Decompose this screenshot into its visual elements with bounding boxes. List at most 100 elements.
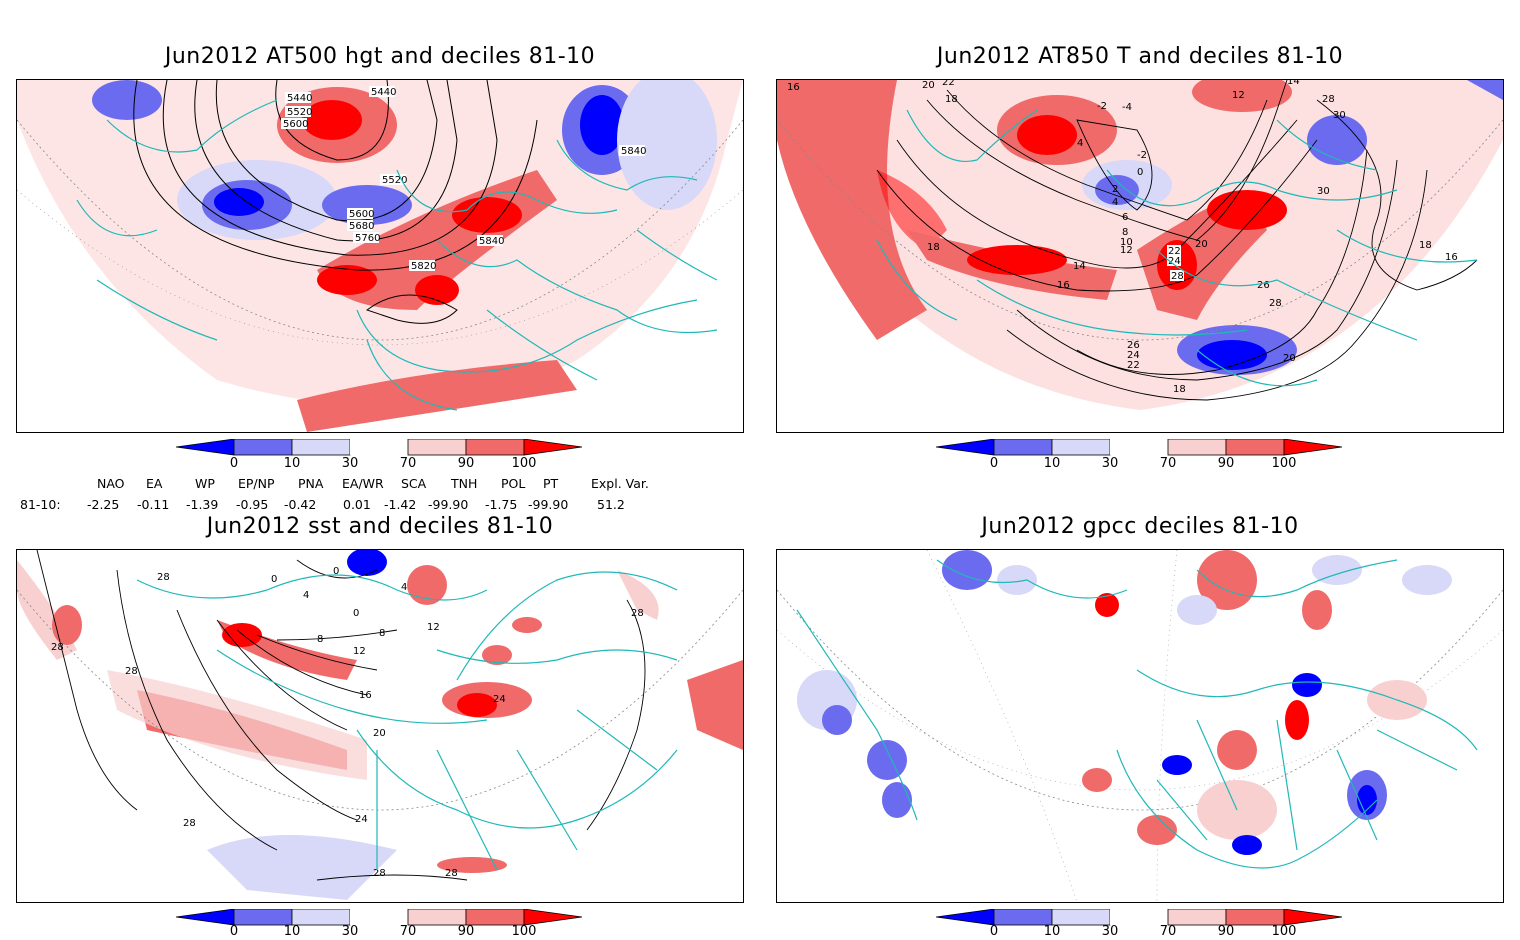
panel-title-gpcc: Jun2012 gpcc deciles 81-10 xyxy=(981,514,1299,539)
contour-label: 24 xyxy=(355,814,368,825)
index-header: NAO xyxy=(97,476,125,491)
colorbar-swatch xyxy=(1225,438,1285,456)
map-panel-hgt500: 5440 5440 5520 5600 5840 5520 5600 5680 … xyxy=(16,79,744,433)
contour-label: 20 xyxy=(1195,239,1208,250)
contour-label: 16 xyxy=(359,690,372,701)
index-value: -1.75 xyxy=(485,497,518,512)
colorbar-swatch xyxy=(233,908,293,926)
colorbar-tick: 100 xyxy=(511,924,537,939)
colorbar-tick: 90 xyxy=(457,924,475,939)
contour-label: 0 xyxy=(1137,167,1143,178)
index-header: SCA xyxy=(401,476,427,491)
colorbar-tick: 90 xyxy=(457,456,475,471)
map-gpcc xyxy=(777,550,1503,902)
index-value: -1.42 xyxy=(384,497,417,512)
contour-label: 5840 xyxy=(479,236,504,247)
contour-label: 20 xyxy=(1283,353,1296,364)
map-panel-t850: 16 20 22 18 -2 -4 12 14 28 30 4 -2 0 2 4… xyxy=(776,79,1504,433)
colorbar-scale xyxy=(175,438,583,456)
index-value: -99.90 xyxy=(428,497,469,512)
colorbar-swatch xyxy=(523,438,583,456)
colorbar-tick: 0 xyxy=(989,456,999,471)
colorbar-tick: 0 xyxy=(989,924,999,939)
colorbar-scale xyxy=(935,908,1343,926)
colorbar-swatch xyxy=(175,908,235,926)
contour-label: 4 xyxy=(1077,138,1083,149)
contour-label: 5820 xyxy=(411,261,436,272)
colorbar-tick: 70 xyxy=(399,456,417,471)
colorbar-swatch xyxy=(993,438,1053,456)
contour-label: 22 xyxy=(942,80,955,88)
colorbar-swatch xyxy=(1167,438,1227,456)
colorbar-tick: 70 xyxy=(1159,456,1177,471)
colorbar-swatch xyxy=(935,908,995,926)
colorbar-tick: 10 xyxy=(283,924,301,939)
contour-label: 12 xyxy=(1232,90,1245,101)
map-panel-gpcc xyxy=(776,549,1504,903)
index-header: PT xyxy=(543,476,559,491)
colorbar-top-left: 0 10 30 70 90 100 xyxy=(175,438,586,477)
colorbar-tick: 10 xyxy=(1043,456,1061,471)
contour-label: 12 xyxy=(1120,245,1133,256)
contour-label: 4 xyxy=(1112,197,1118,208)
contour-label: 5680 xyxy=(349,221,374,232)
colorbar-bottom-left: 0 10 30 70 90 100 xyxy=(175,908,586,940)
contour-label: 5520 xyxy=(287,107,312,118)
colorbar-tick: 90 xyxy=(1217,924,1235,939)
colorbar-tick: 30 xyxy=(341,924,359,939)
index-value: 0.01 xyxy=(343,497,371,512)
colorbar-swatch xyxy=(350,439,408,455)
contour-label: 28 xyxy=(1322,94,1335,105)
contour-label: 20 xyxy=(922,80,935,91)
colorbar-tick: 100 xyxy=(1271,456,1297,471)
contour-label: 4 xyxy=(303,590,309,601)
colorbar-tick: 100 xyxy=(511,456,537,471)
index-value: -99.90 xyxy=(528,497,569,512)
contour-label: 28 xyxy=(1171,271,1184,282)
contour-label: 28 xyxy=(125,666,138,677)
contour-label: 8 xyxy=(317,634,323,645)
contour-label: 4 xyxy=(401,582,407,593)
contour-label: 5840 xyxy=(621,146,646,157)
contour-label: -4 xyxy=(1122,102,1132,113)
index-header: WP xyxy=(195,476,215,491)
index-header: EA/WR xyxy=(342,476,384,491)
contour-label: 30 xyxy=(1317,186,1330,197)
map-t850: 16 20 22 18 -2 -4 12 14 28 30 4 -2 0 2 4… xyxy=(777,80,1503,410)
contour-label: 24 xyxy=(1127,350,1140,361)
contour-label: 5440 xyxy=(371,87,396,98)
contour-label: 24 xyxy=(493,694,506,705)
index-header: EP/NP xyxy=(238,476,275,491)
contour-label: 5600 xyxy=(283,119,308,130)
contour-label: 14 xyxy=(1073,261,1086,272)
contour-label: 28 xyxy=(157,572,170,583)
contour-label: -2 xyxy=(1137,150,1147,161)
contour-label: 28 xyxy=(1269,298,1282,309)
index-value: -0.95 xyxy=(236,497,269,512)
colorbar-tick: 100 xyxy=(1271,924,1297,939)
colorbar-tick: 30 xyxy=(341,456,359,471)
contour-label: 18 xyxy=(1173,384,1186,395)
colorbar-swatch xyxy=(1110,909,1168,925)
contour-label: 28 xyxy=(631,608,644,619)
colorbar-bottom-right: 0 10 30 70 90 100 xyxy=(935,908,1346,940)
contour-label: 18 xyxy=(945,94,958,105)
contour-label: 8 xyxy=(1122,227,1128,238)
index-row-label: 81-10: xyxy=(20,497,61,512)
panel-title-hgt500: Jun2012 AT500 hgt and deciles 81-10 xyxy=(164,44,596,69)
index-value: -0.11 xyxy=(137,497,170,512)
colorbar-swatch xyxy=(350,909,408,925)
colorbar-tick: 30 xyxy=(1101,456,1119,471)
contour-label: 14 xyxy=(1287,80,1300,87)
colorbar-swatch xyxy=(175,438,235,456)
colorbar-swatch xyxy=(1283,438,1343,456)
colorbar-scale xyxy=(175,908,583,926)
colorbar-swatch xyxy=(407,908,467,926)
contour-label: 2 xyxy=(1112,184,1118,195)
index-header: TNH xyxy=(451,476,478,491)
colorbar-swatch xyxy=(1225,908,1285,926)
colorbar-scale xyxy=(935,438,1343,456)
contour-label: 5760 xyxy=(355,233,380,244)
colorbar-swatch xyxy=(291,438,351,456)
contour-label: -2 xyxy=(1097,101,1107,112)
